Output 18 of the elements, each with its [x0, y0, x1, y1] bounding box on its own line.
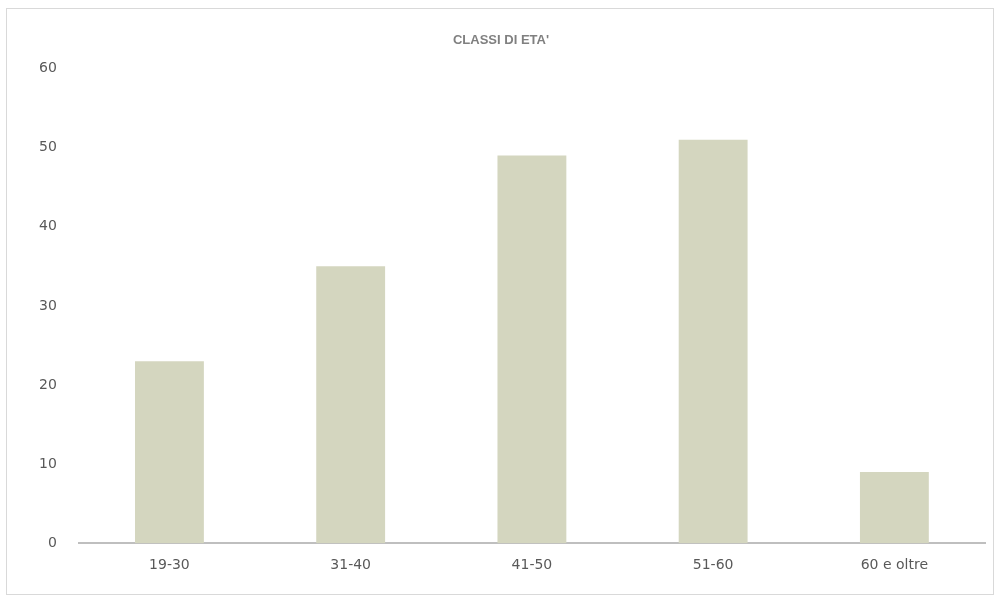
x-tick-label: 51-60: [692, 556, 734, 573]
x-tick-label: 60 e oltre: [860, 556, 929, 573]
y-tick-label: 0: [47, 533, 57, 550]
x-tick-label: 31-40: [330, 556, 372, 573]
x-tick-label: 19-30: [149, 556, 190, 573]
y-tick-label: 50: [38, 138, 57, 155]
bar: [135, 361, 204, 544]
bar: [678, 139, 748, 544]
y-tick-label: 20: [38, 375, 57, 392]
bar: [497, 155, 567, 544]
chart-title: CLASSI DI ETA': [452, 32, 550, 48]
bar: [316, 266, 386, 544]
y-tick-label: 60: [38, 59, 57, 76]
y-tick-label: 40: [38, 217, 57, 234]
y-tick-label: 10: [38, 454, 57, 471]
x-tick-label: 41-50: [511, 556, 553, 573]
bar: [859, 472, 929, 544]
y-tick-label: 30: [38, 296, 57, 313]
